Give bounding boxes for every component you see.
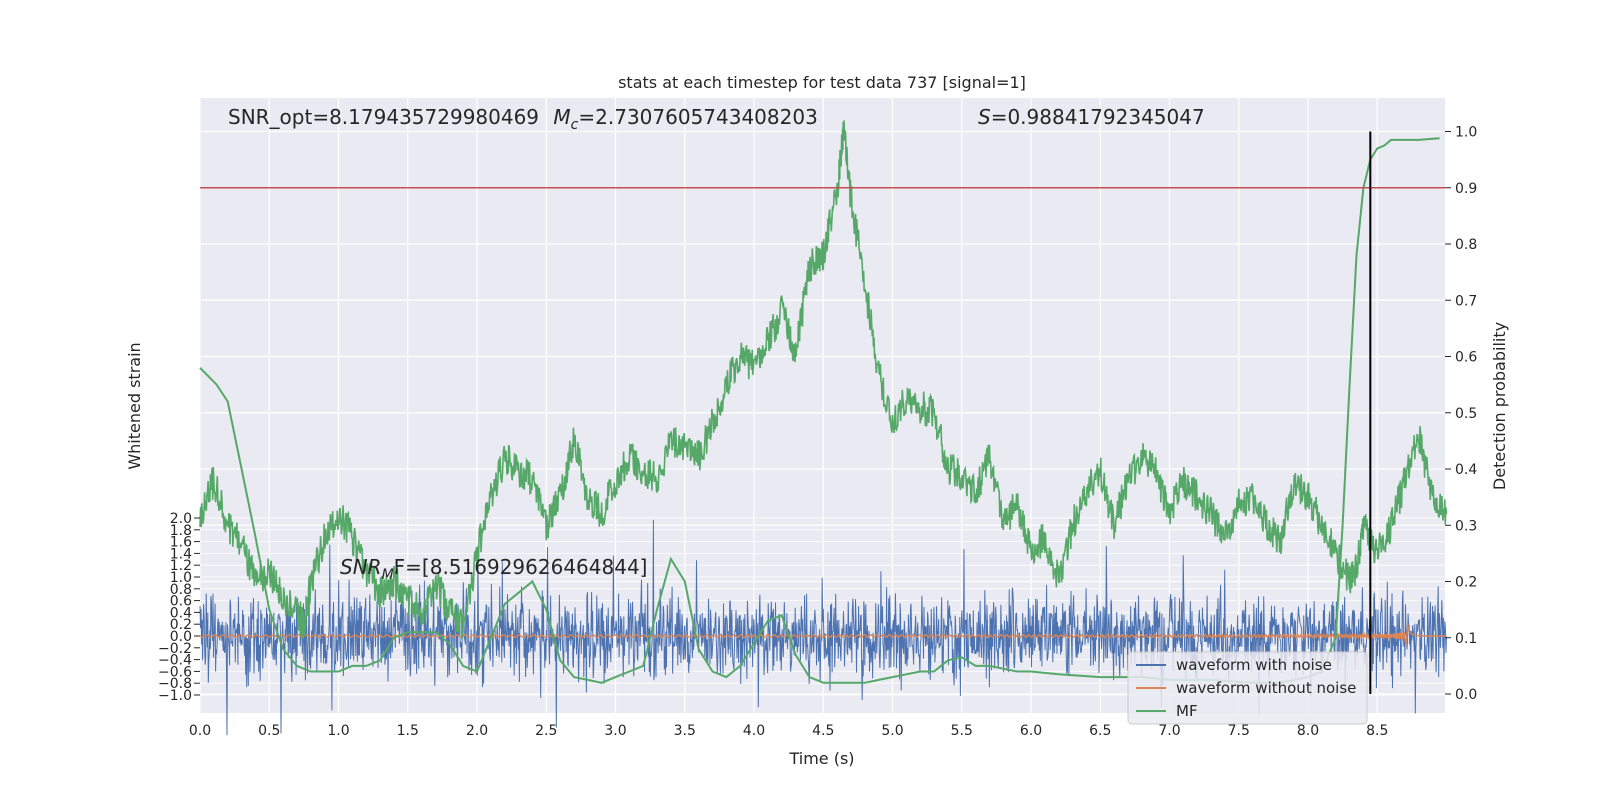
y-tick-label-left: 1.2 bbox=[170, 558, 192, 574]
x-tick-label: 2.5 bbox=[535, 723, 557, 739]
x-tick-label: 6.5 bbox=[1089, 723, 1111, 739]
legend-label-noise: waveform with noise bbox=[1176, 656, 1332, 674]
y-tick-label-left: 2.0 bbox=[170, 511, 192, 527]
y-tick-label-right: 0.6 bbox=[1455, 350, 1477, 366]
annotation-s-symbol: S bbox=[978, 105, 991, 129]
y-tick-label-left: 0.0 bbox=[170, 629, 192, 645]
x-tick-label: 8.0 bbox=[1297, 723, 1319, 739]
y-axis-label-right: Detection probability bbox=[1490, 322, 1509, 490]
y-tick-label-left: 1.8 bbox=[170, 523, 192, 539]
y-tick-label-right: 0.4 bbox=[1455, 462, 1477, 478]
y-tick-label-left: −0.8 bbox=[158, 676, 192, 692]
y-tick-label-left: −1.0 bbox=[158, 688, 192, 704]
x-tick-label: 1.5 bbox=[397, 723, 419, 739]
series-detection-probability bbox=[199, 120, 1448, 640]
x-tick-label: 7.0 bbox=[1158, 723, 1180, 739]
x-tick-label: 6.0 bbox=[1020, 723, 1042, 739]
annotation-snr-mf-prefix: SNR bbox=[340, 555, 382, 579]
y-tick-label-left: 1.6 bbox=[170, 535, 192, 551]
y-tick-label-right: 0.2 bbox=[1455, 575, 1477, 591]
annotation-snr-mf-subscript: M bbox=[382, 567, 394, 583]
annotation-mc-symbol: M bbox=[553, 105, 570, 129]
y-tick-label-left: −0.4 bbox=[158, 653, 192, 669]
annotation-mc-value: =2.7307605743408203 bbox=[578, 105, 817, 129]
annotation-score: S=0.98841792345047 bbox=[978, 105, 1205, 129]
y-tick-label-right: 0.1 bbox=[1455, 631, 1477, 647]
x-tick-label: 3.0 bbox=[604, 723, 626, 739]
series-waveform-with-noise bbox=[199, 519, 1447, 736]
y-tick-label-left: 1.0 bbox=[170, 570, 192, 586]
annotation-mc-subscript: c bbox=[571, 117, 579, 133]
y-tick-label-left: −0.6 bbox=[158, 664, 192, 680]
marks-layer bbox=[200, 131, 1445, 694]
y-tick-label-right: 0.5 bbox=[1455, 406, 1477, 422]
y-tick-label-left: 0.2 bbox=[170, 617, 192, 633]
y-tick-label-left: 1.4 bbox=[170, 546, 192, 562]
chart-title: stats at each timestep for test data 737… bbox=[618, 73, 1026, 92]
y-tick-label-left: 0.4 bbox=[170, 605, 192, 621]
x-tick-label: 5.5 bbox=[951, 723, 973, 739]
y-tick-label-right: 1.0 bbox=[1455, 125, 1477, 141]
x-tick-label: 8.5 bbox=[1366, 723, 1388, 739]
x-tick-label: 0.5 bbox=[258, 723, 280, 739]
y-tick-label-left: 0.8 bbox=[170, 582, 192, 598]
legend: waveform with noise waveform without noi… bbox=[1127, 651, 1368, 725]
x-tick-label: 7.5 bbox=[1228, 723, 1250, 739]
annotation-snr-opt-mc: SNR_opt=8.179435729980469 Mc=2.730760574… bbox=[228, 105, 818, 133]
y-tick-label-right: 0.9 bbox=[1455, 181, 1477, 197]
legend-box bbox=[1127, 651, 1368, 725]
annotation-s-value: =0.98841792345047 bbox=[991, 105, 1205, 129]
x-tick-label: 1.0 bbox=[327, 723, 349, 739]
annotation-snr-mf: SNRMF=[8.516929626464844] bbox=[340, 555, 647, 583]
x-axis-label: Time (s) bbox=[788, 749, 854, 768]
x-tick-label: 3.5 bbox=[674, 723, 696, 739]
y-tick-label-right: 0.3 bbox=[1455, 518, 1477, 534]
legend-label-clean: waveform without noise bbox=[1176, 679, 1356, 697]
x-tick-label: 2.0 bbox=[466, 723, 488, 739]
y-tick-label-left: −0.2 bbox=[158, 641, 192, 657]
y-tick-label-right: 0.0 bbox=[1455, 687, 1477, 703]
x-tick-label: 0.0 bbox=[189, 723, 211, 739]
y-tick-label-right: 0.7 bbox=[1455, 293, 1477, 309]
ticks-layer: 0.0 0.5 1.0 1.5 2.0 2.5 3.0 3.5 4.0 4.5 5.0 5.5 6.0 6… bbox=[158, 125, 1477, 740]
annotation-snr-mf-suffix: F=[8.516929626464844] bbox=[394, 555, 648, 579]
x-tick-label: 4.5 bbox=[812, 723, 834, 739]
x-tick-label: 4.0 bbox=[743, 723, 765, 739]
x-tick-label: 5.0 bbox=[881, 723, 903, 739]
annotation-snr-opt: SNR_opt=8.179435729980469 bbox=[228, 105, 539, 129]
y-tick-label-right: 0.8 bbox=[1455, 237, 1477, 253]
legend-label-mf: MF bbox=[1176, 702, 1198, 720]
y-axis-label-left: Whitened strain bbox=[125, 342, 144, 469]
y-tick-label-left: 0.6 bbox=[170, 594, 192, 610]
series-waveform-without-noise bbox=[199, 624, 1447, 646]
